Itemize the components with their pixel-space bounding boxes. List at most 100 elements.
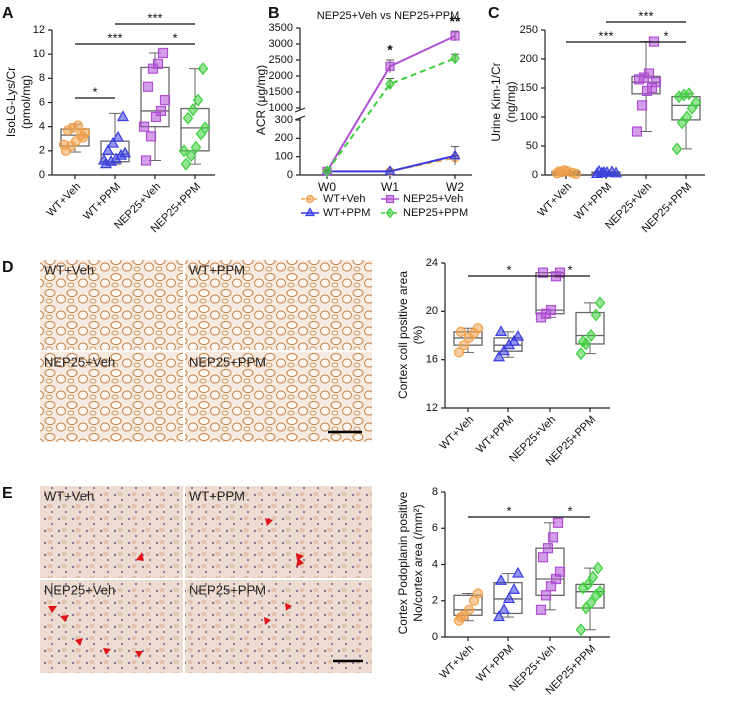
y-tick-label: 10 [33, 48, 45, 60]
point [497, 344, 511, 356]
point [385, 194, 395, 204]
y-tick-label: 20 [426, 305, 438, 317]
micrograph [40, 260, 183, 350]
y-tick-label: 4 [39, 121, 45, 133]
significance-label: * [506, 262, 511, 277]
point [552, 517, 564, 528]
y-tick-label: 3500 [269, 22, 293, 34]
point [587, 570, 599, 584]
significance-label: * [567, 503, 572, 518]
y-axis-label: (pmol/mg) [19, 75, 33, 129]
point [463, 604, 475, 615]
point [547, 532, 559, 543]
micrograph [40, 352, 183, 442]
y-tick-label: 6 [432, 522, 438, 534]
point [585, 329, 597, 342]
point [450, 52, 460, 65]
point [497, 603, 511, 614]
point [116, 110, 130, 122]
x-tick-label: WT+PPM [572, 181, 614, 223]
point [545, 305, 557, 316]
y-tick-label: 1500 [269, 86, 293, 98]
point [152, 58, 164, 69]
significance-label: * [663, 28, 668, 43]
point [140, 155, 152, 166]
point [472, 588, 484, 599]
y-tick-label: 0 [287, 169, 293, 181]
y-axis-label: (ng/mg) [504, 81, 518, 122]
y-tick-label: 1000 [269, 102, 293, 114]
point [58, 139, 70, 150]
point [190, 140, 202, 154]
y-tick-label: 100 [275, 151, 293, 163]
y-tick-label: 2500 [269, 54, 293, 66]
point [142, 81, 154, 92]
point [494, 325, 508, 336]
point [582, 577, 594, 591]
point [590, 308, 602, 322]
y-tick-label: 2000 [269, 70, 293, 82]
point [492, 610, 506, 622]
point [384, 165, 396, 175]
point [187, 103, 199, 117]
panel-label: C [488, 5, 500, 22]
micrograph [185, 352, 372, 442]
point [305, 194, 315, 204]
y-tick-label: 8 [432, 486, 438, 498]
point [592, 561, 604, 575]
point [690, 96, 702, 109]
image-label: WT+PPM [189, 488, 245, 503]
x-tick-label: W0 [318, 180, 336, 194]
point [511, 566, 525, 578]
micrographs-e [40, 486, 372, 673]
y-tick-label: 6 [39, 96, 45, 108]
point [594, 585, 606, 599]
panel-label: A [2, 5, 14, 22]
point [192, 93, 204, 107]
x-tick-label: W2 [446, 180, 464, 194]
point [180, 157, 192, 171]
y-tick-label: 0 [39, 169, 45, 181]
point [492, 350, 506, 362]
y-axis-label: No/cortex area (/mm²) [411, 504, 425, 621]
y-tick-label: 24 [426, 257, 438, 269]
point [182, 111, 194, 125]
point [597, 165, 611, 177]
image-label: WT+PPM [189, 262, 245, 277]
x-tick-label: WT+Veh [438, 414, 477, 453]
significance-label: *** [107, 30, 122, 45]
y-tick-label: 250 [520, 24, 538, 36]
point [77, 132, 89, 143]
point [681, 110, 693, 124]
point [118, 146, 132, 158]
image-label: NEP25+Veh [44, 582, 115, 597]
x-tick-label: WT+Veh [45, 181, 84, 220]
panel-label: E [2, 485, 13, 502]
micrographs-d [40, 260, 372, 442]
point [575, 623, 587, 637]
point [542, 543, 554, 554]
axis-break [294, 107, 306, 113]
point [575, 347, 587, 361]
point [138, 121, 150, 132]
significance-label: *** [147, 10, 162, 25]
micrograph [185, 260, 372, 350]
y-tick-label: 100 [520, 111, 538, 123]
image-label: WT+Veh [44, 488, 94, 503]
y-tick-label: 2 [39, 145, 45, 157]
point [585, 596, 597, 610]
legend-label: NEP25+PPM [403, 207, 468, 219]
significance-label: *** [598, 28, 613, 43]
y-tick-label: 16 [426, 354, 438, 366]
y-axis-label: Cortex coll positive area [396, 271, 410, 399]
image-label: NEP25+Veh [44, 354, 115, 369]
point [671, 142, 683, 156]
point [385, 61, 395, 72]
point [502, 592, 516, 604]
y-tick-label: 3000 [269, 38, 293, 50]
legend-label: WT+Veh [323, 193, 366, 205]
x-tick-label: WT+PPM [474, 414, 516, 456]
significance-label: * [506, 503, 511, 518]
annotation: ** [450, 13, 461, 29]
